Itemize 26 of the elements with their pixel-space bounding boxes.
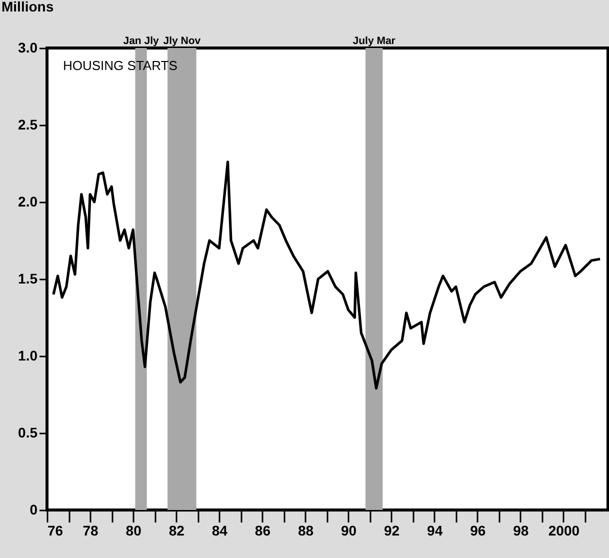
x-tick-label: 84 <box>212 522 228 538</box>
line-series <box>52 160 602 390</box>
x-tick-label: 90 <box>340 522 357 538</box>
band-label: Jly Nov <box>163 35 201 47</box>
x-tick-label: 76 <box>48 522 64 538</box>
y-tick-label: 0 <box>30 502 38 518</box>
x-tick-label: 82 <box>168 522 185 538</box>
band-label: July Mar <box>352 35 396 47</box>
band-label: Jan Jly <box>123 35 159 47</box>
x-tick-label: 92 <box>384 522 400 538</box>
x-tick-label: 94 <box>427 522 443 538</box>
y-tick-label: 3.0 <box>18 40 38 56</box>
y-axis-title: Millions <box>2 0 54 14</box>
y-tick-label: 2.0 <box>18 194 38 210</box>
y-tick-label: 1.0 <box>18 348 38 364</box>
x-tick-label: 78 <box>82 522 99 538</box>
x-tick-label: 80 <box>126 522 142 538</box>
text: HOUSING STARTS <box>63 58 178 73</box>
y-tick-label: 2.5 <box>18 116 38 132</box>
y-tick-label: 0.5 <box>18 424 38 440</box>
x-tick-label: 88 <box>298 522 314 538</box>
x-tick-label: 98 <box>513 522 529 538</box>
x-tick-label: 86 <box>254 522 271 538</box>
x-tick-label: 2000 <box>548 522 580 538</box>
x-tick-label: 96 <box>470 522 486 538</box>
y-tick-label: 1.5 <box>18 270 38 286</box>
